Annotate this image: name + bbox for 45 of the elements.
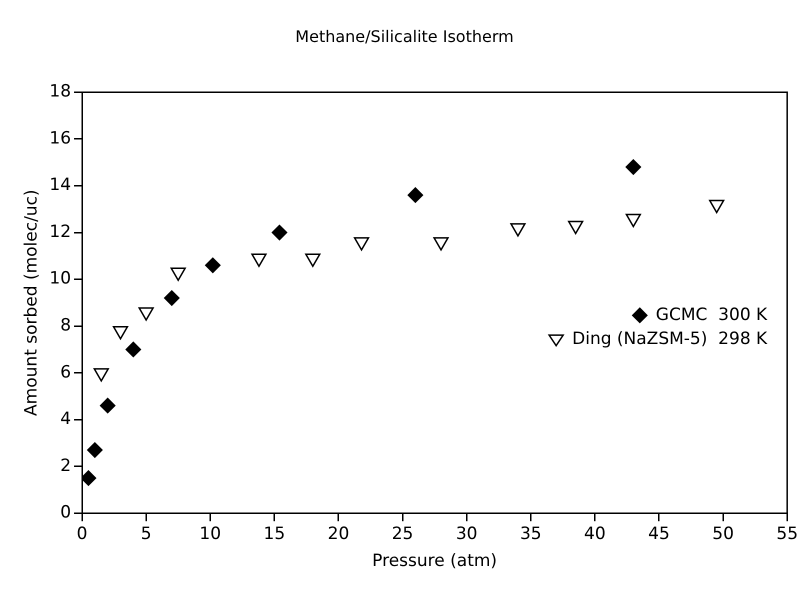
x-axis-title: Pressure (atm) <box>372 551 498 572</box>
y-tick-label: 14 <box>49 175 72 196</box>
x-tick-label: 40 <box>584 524 606 544</box>
point <box>354 237 370 251</box>
chart-title: Methane/Silicalite Isotherm <box>295 26 514 46</box>
point <box>626 214 642 228</box>
y-tick-label: 16 <box>49 128 72 148</box>
point <box>126 342 142 358</box>
y-tick-label: 4 <box>60 409 72 430</box>
x-tick-label: 35 <box>520 524 542 544</box>
point <box>112 326 128 340</box>
point <box>205 258 221 274</box>
legend-label: Ding (NaZSM-5) 298 K <box>572 328 768 349</box>
x-tick-label: 50 <box>712 524 734 544</box>
point <box>433 237 449 251</box>
y-tick-label: 6 <box>60 362 72 382</box>
y-tick-label: 12 <box>49 222 72 242</box>
y-tick-label: 18 <box>49 82 72 102</box>
point <box>138 307 154 321</box>
x-tick-label: 45 <box>648 524 670 544</box>
point <box>305 254 320 268</box>
x-tick-label: 10 <box>199 524 222 544</box>
point <box>94 368 109 382</box>
y-tick-label: 10 <box>49 268 72 289</box>
point <box>510 223 526 237</box>
y-tick-label: 8 <box>60 316 72 336</box>
point <box>708 200 724 214</box>
y-axis-title: Amount sorbed (molec/uc) <box>22 189 42 416</box>
x-tick-label: 30 <box>456 524 478 544</box>
point <box>251 254 267 268</box>
legend-label: GCMC 300 K <box>656 304 768 325</box>
x-tick-label: 5 <box>140 524 152 544</box>
x-tick-label: 55 <box>776 524 798 544</box>
y-tick-label: 2 <box>60 456 72 476</box>
point <box>568 220 584 234</box>
x-tick-label: 0 <box>76 524 88 544</box>
point <box>164 290 180 306</box>
point <box>100 398 116 414</box>
x-tick-label: 20 <box>328 524 350 544</box>
x-tick-label: 15 <box>264 524 286 544</box>
y-tick-label: 0 <box>60 502 72 523</box>
point <box>87 442 103 458</box>
point <box>82 470 96 486</box>
x-tick-label: 25 <box>392 524 414 544</box>
point <box>170 268 186 282</box>
